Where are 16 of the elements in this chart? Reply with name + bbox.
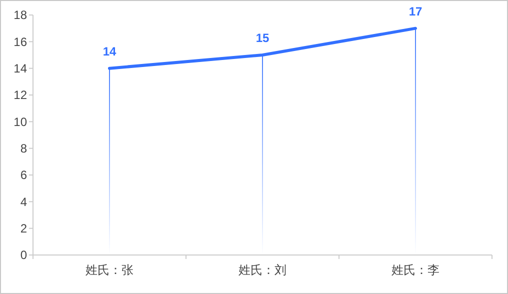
y-tick-label: 14 [14, 62, 28, 76]
data-label: 14 [102, 44, 116, 58]
y-tick-label: 10 [14, 114, 28, 129]
data-label: 17 [408, 4, 422, 18]
y-tick-label: 0 [20, 248, 28, 262]
y-tick-label: 8 [20, 142, 28, 156]
y-tick-label: 16 [14, 34, 28, 49]
x-tick-label: 姓氏：刘 [238, 263, 286, 277]
y-tick-label: 18 [14, 8, 28, 22]
y-tick-label: 4 [20, 194, 28, 209]
x-tick-label: 姓氏：张 [86, 263, 134, 277]
x-tick-label: 姓氏：李 [392, 263, 440, 277]
y-tick-label: 12 [14, 88, 28, 102]
y-tick-label: 2 [20, 222, 28, 236]
data-label: 15 [256, 31, 270, 45]
y-tick-label: 6 [20, 168, 28, 182]
